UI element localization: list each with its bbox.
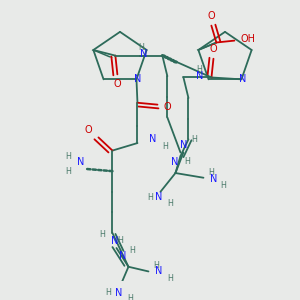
Text: H: H (196, 64, 202, 74)
Text: O: O (85, 125, 92, 135)
Text: H: H (167, 274, 173, 284)
Text: H: H (118, 236, 123, 245)
Text: N: N (155, 266, 162, 276)
Text: H: H (208, 168, 214, 177)
Text: O: O (210, 44, 217, 54)
Text: H: H (163, 142, 168, 151)
Text: H: H (191, 135, 197, 144)
Text: H: H (65, 152, 71, 161)
Polygon shape (196, 43, 218, 50)
Text: O: O (208, 11, 215, 21)
Text: N: N (239, 74, 246, 84)
Text: H: H (220, 181, 226, 190)
Text: N: N (140, 49, 147, 59)
Text: OH: OH (241, 34, 256, 44)
Text: N: N (171, 157, 178, 167)
Text: H: H (138, 43, 144, 52)
Text: H: H (148, 193, 153, 202)
Text: H: H (184, 157, 190, 166)
Text: H: H (100, 230, 105, 239)
Text: N: N (196, 70, 203, 81)
Text: N: N (134, 74, 141, 84)
Text: O: O (114, 79, 121, 89)
Text: N: N (210, 174, 217, 184)
Text: N: N (149, 134, 156, 144)
Text: N: N (115, 288, 122, 298)
Text: H: H (130, 246, 135, 255)
Text: H: H (65, 167, 71, 176)
Text: H: H (106, 289, 111, 298)
Text: H: H (167, 199, 173, 208)
Text: H: H (128, 294, 134, 300)
Text: H: H (154, 261, 159, 270)
Text: N: N (155, 192, 162, 203)
Text: N: N (77, 157, 84, 167)
Text: N: N (119, 250, 126, 260)
Polygon shape (92, 50, 113, 58)
Text: N: N (180, 140, 187, 150)
Text: N: N (111, 236, 118, 245)
Text: O: O (164, 101, 171, 112)
